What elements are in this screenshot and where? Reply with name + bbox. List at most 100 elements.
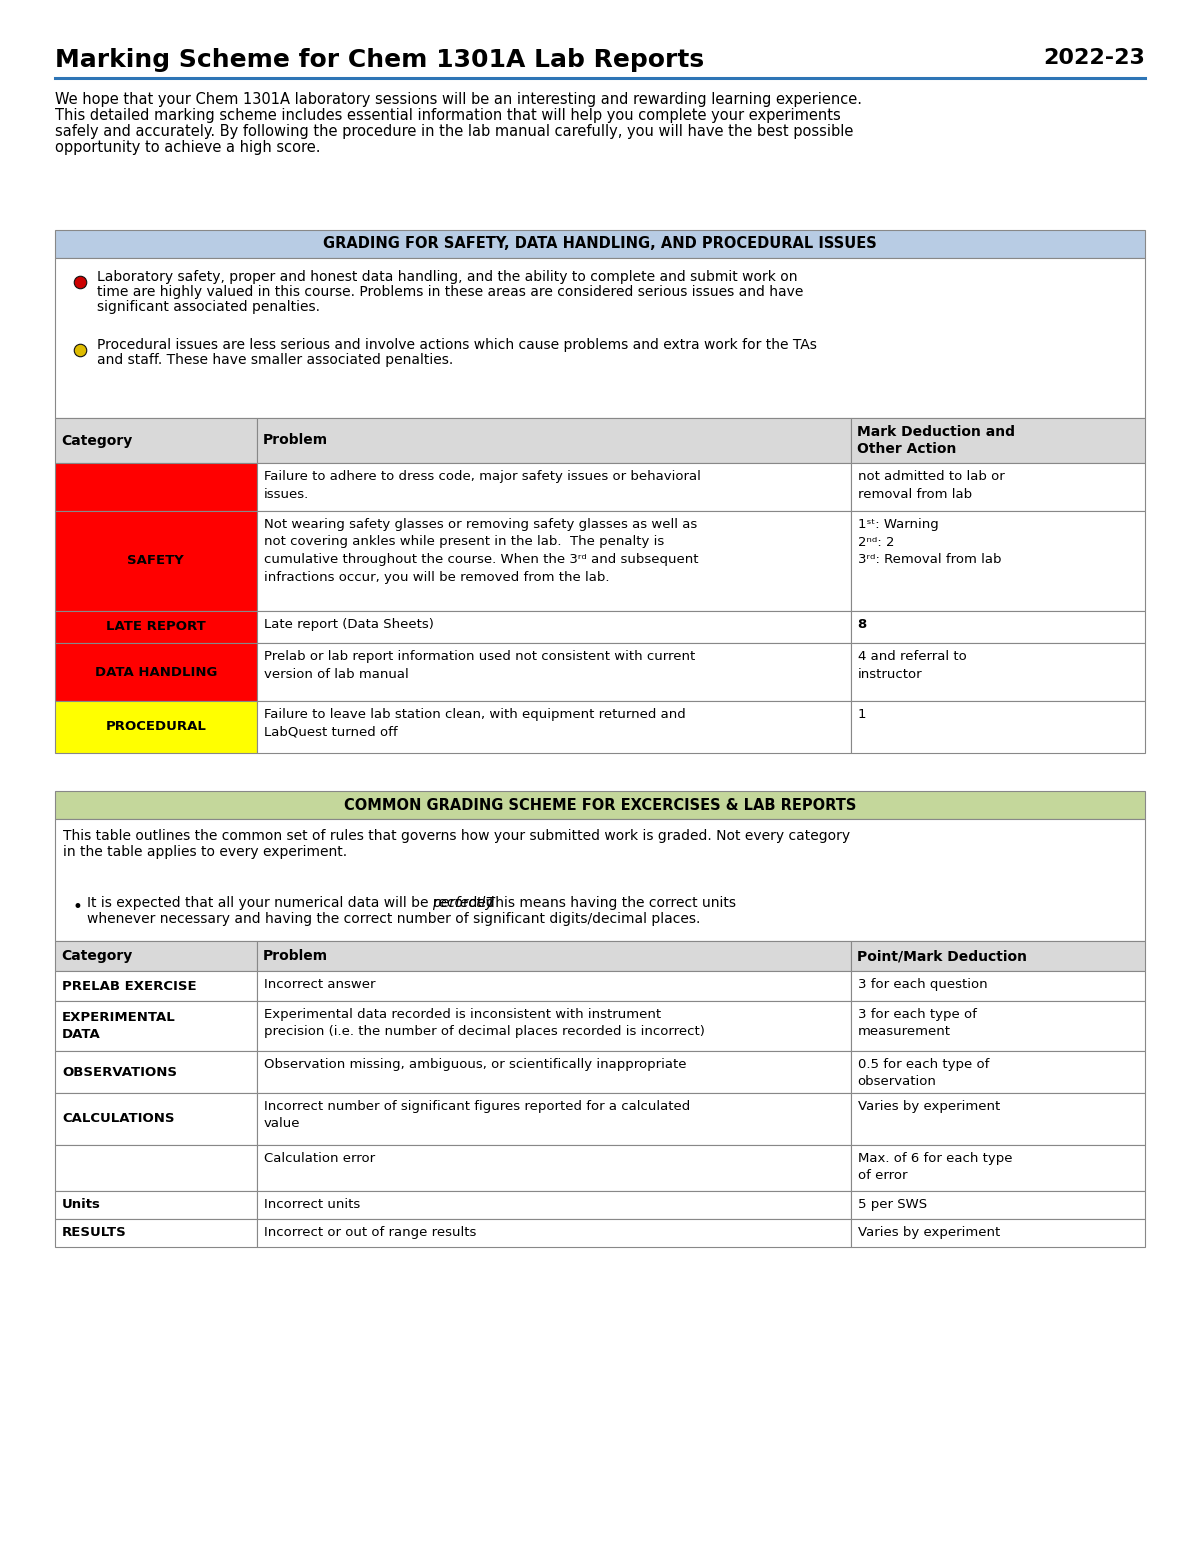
- Text: Failure to leave lab station clean, with equipment returned and
LabQuest turned : Failure to leave lab station clean, with…: [264, 708, 685, 739]
- Text: Procedural issues are less serious and involve actions which cause problems and : Procedural issues are less serious and i…: [97, 339, 817, 353]
- Bar: [55, 418, 257, 463]
- Bar: [257, 1191, 851, 1219]
- Text: OBSERVATIONS: OBSERVATIONS: [62, 1065, 178, 1078]
- Bar: [257, 1051, 851, 1093]
- Bar: [55, 1145, 257, 1191]
- Bar: [851, 700, 1145, 753]
- Text: 1ˢᵗ: Warning
2ⁿᵈ: 2
3ʳᵈ: Removal from lab: 1ˢᵗ: Warning 2ⁿᵈ: 2 3ʳᵈ: Removal from la…: [858, 519, 1001, 565]
- Text: This detailed marking scheme includes essential information that will help you c: This detailed marking scheme includes es…: [55, 109, 841, 123]
- Bar: [55, 511, 257, 610]
- Text: It is expected that all your numerical data will be recorded: It is expected that all your numerical d…: [88, 896, 499, 910]
- Text: Category: Category: [61, 949, 132, 963]
- Text: Late report (Data Sheets): Late report (Data Sheets): [264, 618, 433, 631]
- Text: Incorrect number of significant figures reported for a calculated
value: Incorrect number of significant figures …: [264, 1100, 690, 1131]
- Text: SAFETY: SAFETY: [127, 554, 185, 567]
- Bar: [851, 610, 1145, 643]
- Text: COMMON GRADING SCHEME FOR EXCERCISES & LAB REPORTS: COMMON GRADING SCHEME FOR EXCERCISES & L…: [344, 798, 856, 812]
- Bar: [55, 1093, 257, 1145]
- Text: PRELAB EXERCISE: PRELAB EXERCISE: [62, 980, 197, 992]
- Text: 3 for each type of
measurement: 3 for each type of measurement: [858, 1008, 977, 1037]
- Bar: [257, 700, 851, 753]
- Text: Marking Scheme for Chem 1301A Lab Reports: Marking Scheme for Chem 1301A Lab Report…: [55, 48, 704, 71]
- Text: not admitted to lab or
removal from lab: not admitted to lab or removal from lab: [858, 471, 1004, 500]
- Text: Varies by experiment: Varies by experiment: [858, 1225, 1000, 1239]
- Text: Incorrect units: Incorrect units: [264, 1197, 360, 1211]
- Bar: [55, 971, 257, 1002]
- Text: Incorrect answer: Incorrect answer: [264, 978, 376, 991]
- Bar: [55, 1191, 257, 1219]
- Text: opportunity to achieve a high score.: opportunity to achieve a high score.: [55, 140, 320, 155]
- Text: Point/Mark Deduction: Point/Mark Deduction: [857, 949, 1027, 963]
- Text: 5 per SWS: 5 per SWS: [858, 1197, 926, 1211]
- Text: significant associated penalties.: significant associated penalties.: [97, 300, 320, 314]
- Text: This table outlines the common set of rules that governs how your submitted work: This table outlines the common set of ru…: [64, 829, 850, 843]
- Bar: [55, 700, 257, 753]
- Text: CALCULATIONS: CALCULATIONS: [62, 1112, 174, 1126]
- Text: •: •: [72, 898, 82, 916]
- Text: safely and accurately. By following the procedure in the lab manual carefully, y: safely and accurately. By following the …: [55, 124, 853, 140]
- Text: Mark Deduction and
Other Action: Mark Deduction and Other Action: [857, 426, 1015, 457]
- Text: 1: 1: [858, 708, 866, 721]
- Text: Calculation error: Calculation error: [264, 1152, 374, 1165]
- Bar: [55, 941, 257, 971]
- Text: 0.5 for each type of
observation: 0.5 for each type of observation: [858, 1058, 989, 1089]
- Text: in the table applies to every experiment.: in the table applies to every experiment…: [64, 845, 347, 859]
- Text: Laboratory safety, proper and honest data handling, and the ability to complete : Laboratory safety, proper and honest dat…: [97, 270, 798, 284]
- Text: perfectly: perfectly: [432, 896, 493, 910]
- Bar: [55, 258, 1145, 418]
- Text: Varies by experiment: Varies by experiment: [858, 1100, 1000, 1114]
- Bar: [257, 1002, 851, 1051]
- Bar: [257, 610, 851, 643]
- Text: Prelab or lab report information used not consistent with current
version of lab: Prelab or lab report information used no…: [264, 651, 695, 680]
- Bar: [851, 941, 1145, 971]
- Bar: [55, 643, 257, 700]
- Bar: [257, 463, 851, 511]
- Text: whenever necessary and having the correct number of significant digits/decimal p: whenever necessary and having the correc…: [88, 912, 701, 926]
- Bar: [851, 463, 1145, 511]
- Bar: [55, 790, 1145, 818]
- Text: 4 and referral to
instructor: 4 and referral to instructor: [858, 651, 966, 680]
- Bar: [851, 1191, 1145, 1219]
- Bar: [851, 511, 1145, 610]
- Bar: [55, 818, 1145, 941]
- Text: GRADING FOR SAFETY, DATA HANDLING, AND PROCEDURAL ISSUES: GRADING FOR SAFETY, DATA HANDLING, AND P…: [323, 236, 877, 252]
- Bar: [55, 1219, 257, 1247]
- Text: PROCEDURAL: PROCEDURAL: [106, 721, 206, 733]
- Text: Observation missing, ambiguous, or scientifically inappropriate: Observation missing, ambiguous, or scien…: [264, 1058, 686, 1072]
- Bar: [55, 463, 257, 511]
- Bar: [851, 1093, 1145, 1145]
- Text: Category: Category: [61, 433, 132, 447]
- Text: Not wearing safety glasses or removing safety glasses as well as
not covering an: Not wearing safety glasses or removing s…: [264, 519, 698, 584]
- Text: LATE REPORT: LATE REPORT: [106, 621, 205, 634]
- Bar: [55, 1002, 257, 1051]
- Text: Problem: Problem: [263, 433, 328, 447]
- Bar: [55, 1051, 257, 1093]
- Text: . This means having the correct units: . This means having the correct units: [479, 896, 737, 910]
- Bar: [257, 418, 851, 463]
- Bar: [55, 230, 1145, 258]
- Text: DATA HANDLING: DATA HANDLING: [95, 666, 217, 679]
- Text: Incorrect or out of range results: Incorrect or out of range results: [264, 1225, 476, 1239]
- Bar: [851, 418, 1145, 463]
- Bar: [257, 1219, 851, 1247]
- Text: Failure to adhere to dress code, major safety issues or behavioral
issues.: Failure to adhere to dress code, major s…: [264, 471, 701, 500]
- Bar: [257, 643, 851, 700]
- Text: 2022-23: 2022-23: [1043, 48, 1145, 68]
- Text: EXPERIMENTAL
DATA: EXPERIMENTAL DATA: [62, 1011, 175, 1041]
- Text: time are highly valued in this course. Problems in these areas are considered se: time are highly valued in this course. P…: [97, 286, 803, 300]
- Bar: [851, 1219, 1145, 1247]
- Text: 3 for each question: 3 for each question: [858, 978, 988, 991]
- Bar: [257, 1093, 851, 1145]
- Text: Max. of 6 for each type
of error: Max. of 6 for each type of error: [858, 1152, 1013, 1182]
- Bar: [257, 511, 851, 610]
- Bar: [257, 971, 851, 1002]
- Bar: [257, 1145, 851, 1191]
- Text: Experimental data recorded is inconsistent with instrument
precision (i.e. the n: Experimental data recorded is inconsiste…: [264, 1008, 704, 1037]
- Bar: [851, 971, 1145, 1002]
- Bar: [851, 1145, 1145, 1191]
- Bar: [851, 1002, 1145, 1051]
- Bar: [55, 610, 257, 643]
- Text: RESULTS: RESULTS: [62, 1227, 127, 1239]
- Text: Problem: Problem: [263, 949, 328, 963]
- Bar: [257, 941, 851, 971]
